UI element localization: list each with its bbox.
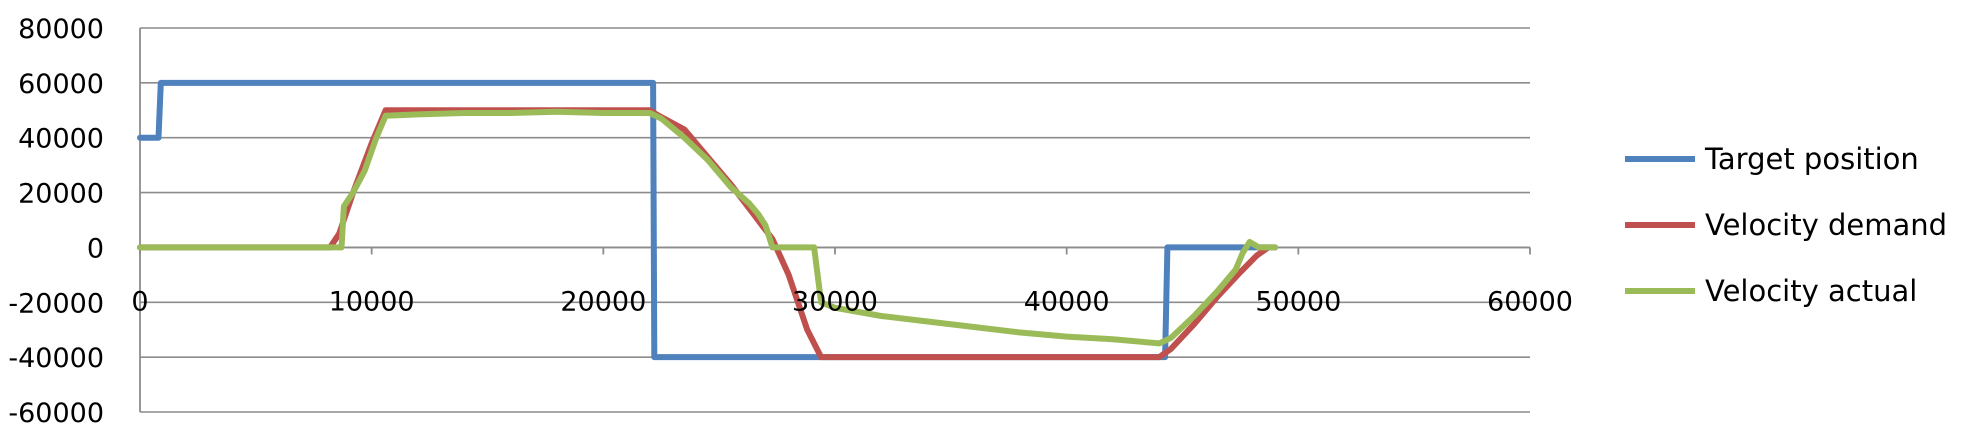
y-tick-label: 80000 bbox=[18, 14, 104, 45]
legend-label: Velocity actual bbox=[1705, 274, 1917, 308]
x-tick-label: 30000 bbox=[792, 286, 878, 317]
series-line-velocity-actual bbox=[137, 108, 1279, 347]
y-axis-tick-labels: 80000 60000 40000 20000 0 -20000 -40000 -60000 bbox=[8, 14, 104, 429]
x-tick-label: 40000 bbox=[1024, 286, 1110, 317]
legend-label: Target position bbox=[1704, 142, 1919, 176]
x-tick-label: 20000 bbox=[560, 286, 646, 317]
legend-label: Velocity demand bbox=[1705, 208, 1947, 242]
legend: Target position Velocity demand Velocity a… bbox=[1625, 142, 1947, 308]
y-tick-label: 60000 bbox=[18, 69, 104, 100]
x-tick-label: 10000 bbox=[329, 286, 415, 317]
y-tick-label: -60000 bbox=[8, 398, 104, 429]
y-tick-label: 40000 bbox=[18, 124, 104, 155]
y-tick-label: 0 bbox=[87, 233, 104, 264]
y-tick-label: -20000 bbox=[8, 288, 104, 319]
y-tick-label: -40000 bbox=[8, 343, 104, 374]
axes bbox=[139, 28, 1531, 412]
series-line-target-position bbox=[137, 79, 1279, 361]
y-tick-label: 20000 bbox=[18, 179, 104, 210]
plot-area bbox=[137, 79, 1279, 361]
x-tick-label: 60000 bbox=[1487, 286, 1573, 317]
x-tick-label: 50000 bbox=[1255, 286, 1341, 317]
x-axis-tick-labels: 0 10000 20000 30000 40000 50000 60000 bbox=[131, 286, 1573, 317]
x-tick-label: 0 bbox=[131, 286, 148, 317]
series-line-velocity-demand bbox=[137, 107, 1272, 361]
